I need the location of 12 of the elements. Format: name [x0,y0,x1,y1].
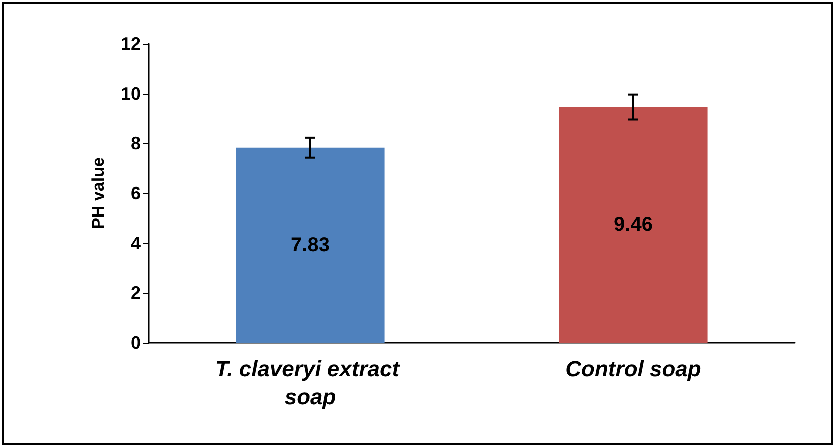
y-tick-label: 12 [120,34,141,54]
data-label: 7.83 [291,234,330,256]
y-axis-title: PH value [89,158,108,230]
y-tick-label: 8 [130,134,141,154]
y-tick-label: 6 [130,184,141,204]
y-tick-label: 4 [130,233,141,254]
y-tick-label: 10 [120,84,141,104]
y-tick-label: 2 [130,283,141,304]
data-label: 9.46 [614,214,653,236]
y-tick-label: 0 [130,333,141,353]
x-tick-label: Control soap [566,356,702,382]
x-tick-label: T. claveryi extract soap [215,356,406,410]
